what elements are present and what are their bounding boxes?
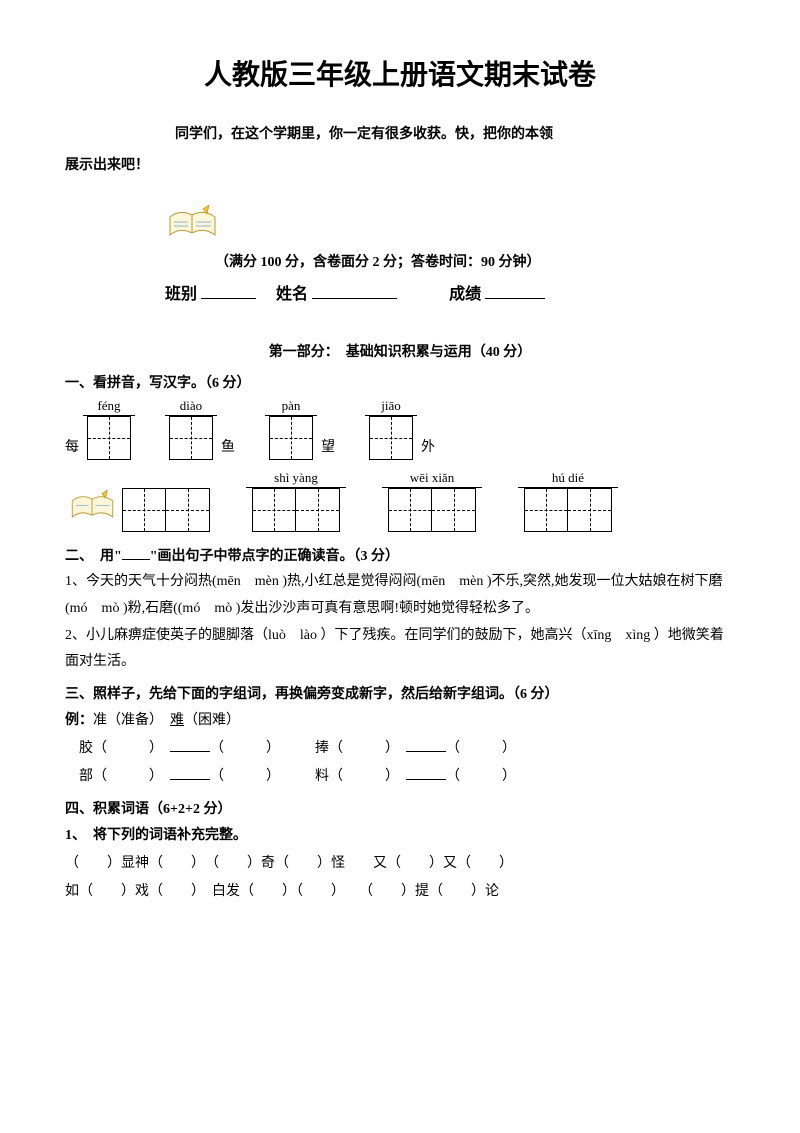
pinyin: shì yàng [246,470,346,488]
tian-grid[interactable] [169,416,213,460]
q1-cell: pàn 望 [265,398,335,460]
char-before: 每 [65,435,79,460]
name-label: 姓名 [276,286,308,303]
q1-row2: shì yàng wēi xiǎn hú dié [65,470,735,532]
pinyin: diào [165,398,217,416]
q1-cell: hú dié [518,470,618,532]
q1-cell: shì yàng [246,470,346,532]
fill-blank[interactable] [170,751,210,752]
part1-label: 第一部分： 基础知识积累与运用（40 分） [65,340,735,365]
pinyin: hú dié [518,470,618,488]
pinyin: jiāo [365,398,417,416]
q1-heading: 一、看拼音，写汉字。（6 分） [65,371,735,396]
q1-cell: diào 鱼 [165,398,235,460]
intro-line2: 展示出来吧！ [65,149,735,180]
q2-heading: 二、 用""画出句子中带点字的正确读音。（3 分） [65,544,735,569]
tian-grid[interactable] [269,416,313,460]
q3-r2a: 部（ ） [79,769,156,784]
tian-grid-double[interactable] [524,488,612,532]
q4-line1: （ ）显神（ ） （ ）奇（ ）怪 又（ ）又（ ） [65,850,735,878]
tian-grid[interactable] [87,416,131,460]
char-after: 外 [421,435,435,460]
info-block: （满分 100 分，含卷面分 2 分；答卷时间：90 分钟） 班别 姓名 成绩 [65,205,735,310]
fill-blank[interactable] [406,751,446,752]
name-blank[interactable] [312,298,397,299]
q2-p2: 2、小儿麻痹症使英子的腿脚落（luò lào ）下了残疾。在同学们的鼓励下，她高… [65,623,735,676]
score-blank[interactable] [485,298,545,299]
q3-r1a: 胶（ ） [79,741,156,756]
q4-sub1: 1、 将下列的词语补充完整。 [65,822,735,850]
q3-r1b: 捧（ ） [315,741,392,756]
notebook-icon [65,490,120,526]
example-text: 准（准备） [93,713,170,728]
score-line: （满分 100 分，含卷面分 2 分；答卷时间：90 分钟） [165,250,735,275]
example-label: 例： [65,713,93,728]
intro: 同学们，在这个学期里，你一定有很多收获。快，把你的本领 展示出来吧！ [65,118,735,180]
example-tail: （困难） [184,713,240,728]
page-title: 人教版三年级上册语文期末试卷 [65,50,735,100]
intro-line1: 同学们，在这个学期里，你一定有很多收获。快，把你的本领 [65,118,735,149]
class-blank[interactable] [201,298,256,299]
char-after: 鱼 [221,435,235,460]
tian-grid-double[interactable] [388,488,476,532]
pinyin: pàn [265,398,317,416]
q1-cell: 每 féng [65,398,135,460]
q2-p1: 1、今天的天气十分闷热(mēn mèn )热,小红总是觉得闷闷(mēn mèn … [65,569,735,622]
q4-heading: 四、积累词语（6+2+2 分） [65,797,735,822]
fill-blank[interactable] [406,779,446,780]
notebook-icon [165,205,220,245]
pinyin: féng [83,398,135,416]
fields-line: 班别 姓名 成绩 [165,281,735,310]
q3-example: 例：准（准备） 难（困难） [65,707,735,735]
q3-row2: 部（ ） （ ） 料（ ） （ ） [65,763,735,791]
q3-row1: 胶（ ） （ ） 捧（ ） （ ） [65,735,735,763]
char-after: 望 [321,435,335,460]
example-underline: 难 [170,713,184,728]
q1-cell [65,488,210,532]
q3-heading: 三、照样子，先给下面的字组词，再换偏旁变成新字，然后给新字组词。（6 分） [65,682,735,707]
q3-r2b: 料（ ） [315,769,392,784]
q1-cell: jiāo 外 [365,398,435,460]
tian-grid-double[interactable] [122,488,210,532]
tian-grid[interactable] [369,416,413,460]
tian-grid-double[interactable] [252,488,340,532]
q4-line2: 如（ ）戏（ ） 白发（ ）（ ） （ ）提（ ）论 [65,878,735,906]
q1-row1: 每 féng diào 鱼 pàn 望 jiāo 外 [65,398,735,460]
q1-cell: wēi xiǎn [382,470,482,532]
score-label: 成绩 [449,286,481,303]
class-label: 班别 [165,286,197,303]
fill-blank[interactable] [170,779,210,780]
pinyin: wēi xiǎn [382,470,482,488]
